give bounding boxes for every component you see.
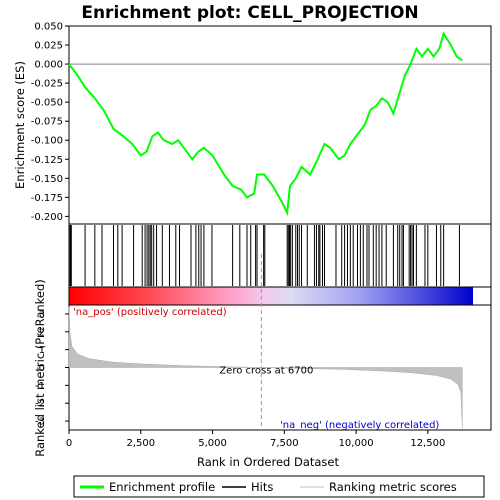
hits-marks bbox=[69, 225, 460, 286]
ranking-metric-area bbox=[68, 306, 463, 429]
metric-tick-label: -3 bbox=[35, 417, 45, 428]
legend: Enrichment profile Hits Ranking metric sco… bbox=[80, 480, 457, 494]
es-tick-label: 0.000 bbox=[34, 60, 63, 71]
es-tick-label: -0.075 bbox=[31, 117, 63, 128]
metric-tick-label: 1 bbox=[39, 345, 45, 356]
x-tick-label: 5,000 bbox=[198, 438, 227, 449]
metric-tick-label: 2 bbox=[39, 327, 45, 338]
es-tick-label: 0.025 bbox=[34, 41, 63, 52]
legend-label: Ranking metric scores bbox=[329, 480, 457, 494]
metric-tick-label: -2 bbox=[35, 399, 45, 410]
es-tick-label: -0.100 bbox=[31, 136, 63, 147]
negative-label: 'na_neg' (negatively correlated) bbox=[280, 420, 439, 431]
x-tick-label: 2,500 bbox=[126, 438, 155, 449]
x-axis-label: Rank in Ordered Dataset bbox=[197, 455, 340, 469]
legend-box bbox=[73, 475, 485, 498]
rank-color-bar bbox=[69, 287, 473, 305]
legend-label: Enrichment profile bbox=[109, 480, 215, 494]
metric-tick-label: -1 bbox=[35, 381, 45, 392]
es-y-axis-label: Enrichment score (ES) bbox=[13, 61, 27, 189]
hits-panel bbox=[68, 223, 492, 288]
metric-y-axis-label: Ranked list metric (PreRanked) bbox=[33, 279, 47, 457]
x-tick-label: 10,000 bbox=[339, 438, 374, 449]
es-tick-label: -0.125 bbox=[31, 155, 63, 166]
es-tick-label: -0.025 bbox=[31, 79, 63, 90]
x-tick-label: 7,500 bbox=[270, 438, 299, 449]
x-axis: 0 2,500 5,000 7,500 10,000 12,500 bbox=[66, 430, 445, 449]
es-panel bbox=[68, 25, 492, 225]
zero-cross-label: Zero cross at 6700 bbox=[219, 366, 313, 377]
x-tick-label: 0 bbox=[66, 438, 72, 449]
chart-title: Enrichment plot: CELL_PROJECTION bbox=[81, 3, 418, 23]
x-tick-label: 12,500 bbox=[410, 438, 445, 449]
metric-tick-label: 3 bbox=[39, 309, 45, 320]
metric-tick-label: 0 bbox=[39, 363, 45, 374]
metric-y-axis: 3 2 1 0 -1 -2 -3 bbox=[35, 309, 69, 428]
enrichment-profile-line bbox=[68, 31, 463, 217]
es-tick-label: -0.200 bbox=[31, 212, 63, 223]
es-y-axis: 0.050 0.025 0.000 -0.025 -0.050 -0.075 -0.100 -… bbox=[31, 22, 69, 223]
es-tick-label: 0.050 bbox=[34, 22, 63, 33]
positive-label: 'na_pos' (positively correlated) bbox=[73, 307, 227, 318]
es-tick-label: -0.150 bbox=[31, 174, 63, 185]
es-tick-label: -0.050 bbox=[31, 98, 63, 109]
es-tick-label: -0.175 bbox=[31, 193, 63, 204]
legend-label: Hits bbox=[251, 480, 273, 494]
